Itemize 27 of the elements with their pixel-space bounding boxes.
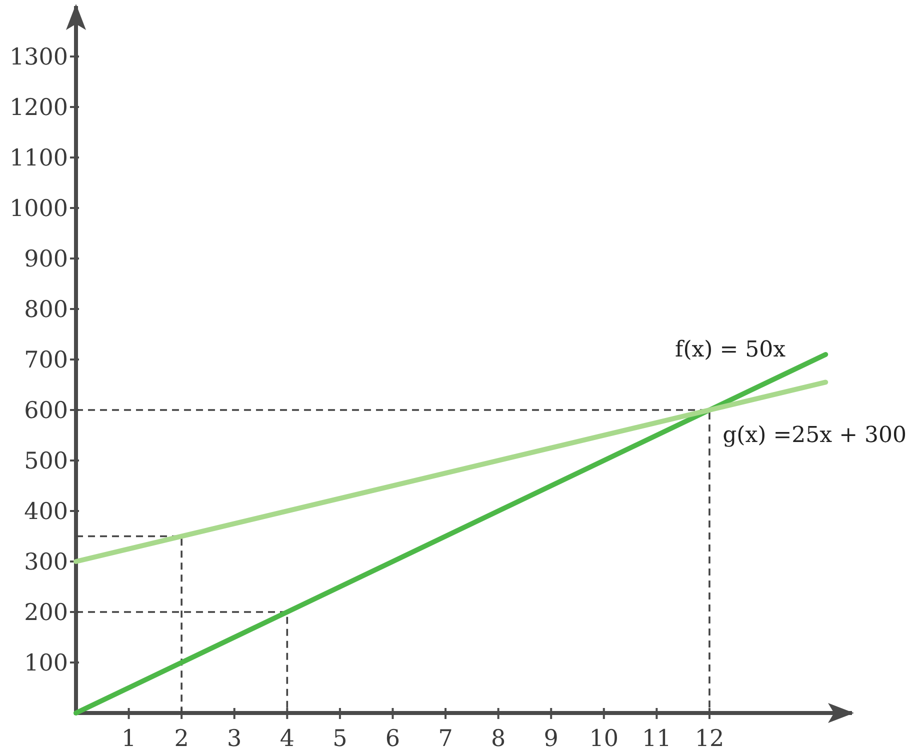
- x-tick-label: 3: [227, 726, 242, 752]
- y-tick-label: 500: [24, 448, 68, 474]
- y-tick-label: 800: [24, 297, 68, 323]
- y-tick-label: 1300: [9, 44, 68, 70]
- y-tick-label: 300: [24, 550, 68, 576]
- x-tick-label: 1: [121, 726, 136, 752]
- x-tick-label: 9: [544, 726, 558, 752]
- x-tick-label: 11: [642, 726, 672, 752]
- series-label: g(x) =25x + 300: [722, 423, 907, 448]
- x-tick-label: 5: [332, 726, 348, 752]
- y-tick-label: 900: [24, 246, 68, 272]
- y-tick-label: 400: [24, 499, 68, 525]
- x-tick-label: 6: [385, 726, 400, 752]
- y-tick-label: 200: [24, 600, 68, 626]
- x-tick-label: 7: [438, 726, 453, 752]
- y-tick-label: 600: [24, 398, 68, 424]
- y-tick-label: 1000: [9, 196, 68, 222]
- x-tick-label: 2: [174, 726, 189, 752]
- x-tick-label: 8: [490, 726, 506, 752]
- y-tick-label: 100: [24, 650, 68, 676]
- x-tick-label: 4: [280, 726, 294, 752]
- y-tick-label: 1200: [9, 95, 68, 121]
- x-tick-label: 10: [589, 726, 619, 752]
- x-tick-label: 12: [694, 726, 724, 752]
- y-tick-label: 1100: [9, 146, 68, 172]
- y-tick-label: 700: [24, 348, 68, 374]
- series-label: f(x) = 50x: [675, 337, 786, 362]
